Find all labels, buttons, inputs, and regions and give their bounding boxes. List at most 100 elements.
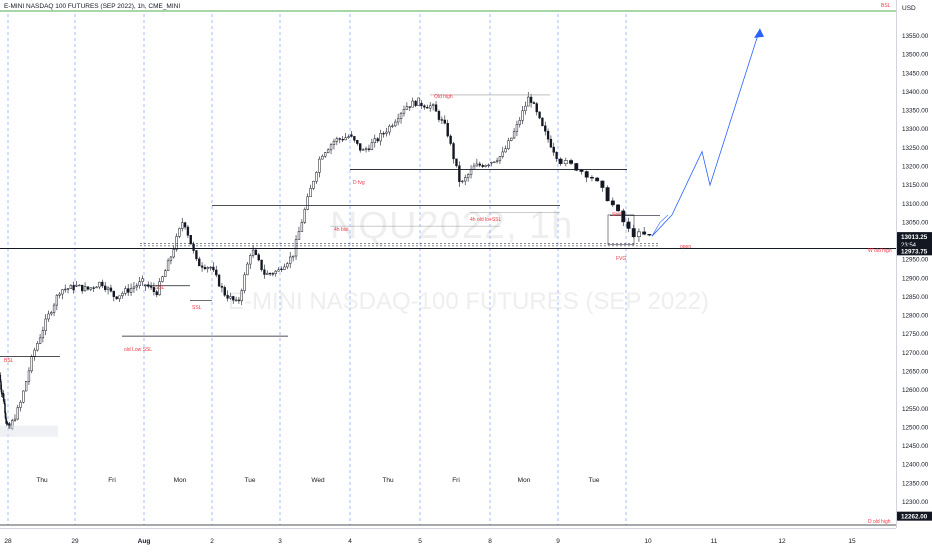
candle-down <box>263 269 266 275</box>
candle-up <box>27 370 31 382</box>
candle-down <box>616 204 621 212</box>
price-tick-label: 12750.00 <box>902 331 929 338</box>
candle-up <box>396 118 400 123</box>
candle-up <box>512 131 516 139</box>
candle-up <box>172 249 175 258</box>
candle-down <box>589 177 594 179</box>
candle-down <box>579 169 584 172</box>
candle-down <box>546 130 550 140</box>
price-axis[interactable]: 12300.00 12350.00 12400.00 12450.00 12500.00… <box>896 0 932 528</box>
candle-up <box>321 155 324 160</box>
price-tick-label: 12400.00 <box>902 462 929 469</box>
candle-down <box>217 274 221 287</box>
weekday-label: Wed <box>311 477 325 484</box>
annotation-old-low-ssl: old Low SSL <box>124 347 152 353</box>
candle-down <box>200 265 204 268</box>
candle-up <box>61 289 64 295</box>
candle-up <box>118 295 121 300</box>
annotation-open: open <box>680 244 691 250</box>
time-axis[interactable]: 28 29 Aug 2 3 4 5 8 9 10 11 12 15 <box>0 528 896 550</box>
candle-up <box>297 231 301 240</box>
annotation-ssl-1: SSL <box>155 285 165 291</box>
candle-down <box>341 138 344 141</box>
candle-up <box>19 401 22 408</box>
candle-down <box>353 136 356 141</box>
candle-up <box>636 231 641 237</box>
candle-down <box>149 286 153 288</box>
price-tick-label: 13050.00 <box>902 219 929 226</box>
candle-down <box>257 254 260 261</box>
candle-up <box>286 263 289 268</box>
candle-down <box>584 171 589 178</box>
weekday-label: Mon <box>174 477 187 484</box>
candle-down <box>112 290 115 297</box>
date-tick-label: 2 <box>210 538 214 545</box>
candle-down <box>376 138 379 142</box>
candle-down <box>237 299 241 302</box>
candle-up <box>209 266 212 269</box>
candle-up <box>13 418 17 421</box>
candle-up <box>469 169 473 175</box>
annotation-old-high: Old high <box>434 94 453 100</box>
candle-up <box>178 228 181 237</box>
candle-down <box>4 412 7 420</box>
candle-down <box>2 393 5 402</box>
price-tick-label: 13250.00 <box>902 145 929 152</box>
candle-up <box>16 407 19 420</box>
candle-up <box>129 288 133 293</box>
candle-up <box>370 142 374 150</box>
candlestick-chart[interactable]: Thu Fri Mon Tue Wed Thu Fri Mon Tue BSL Old high D … <box>0 0 896 528</box>
candle-down <box>437 111 441 120</box>
candle-down <box>481 165 484 167</box>
date-tick-label: 29 <box>71 538 79 545</box>
candle-up <box>335 138 339 142</box>
candle-up <box>332 141 336 145</box>
chart-area[interactable]: Thu Fri Mon Tue Wed Thu Fri Mon Tue BSL Old high D … <box>0 0 896 528</box>
candle-down <box>558 158 563 164</box>
date-tick-label: Aug <box>138 538 151 545</box>
candle-up <box>347 136 350 138</box>
annotation-4h-bisi: 4h bisi <box>334 227 348 233</box>
price-tick-label: 13550.00 <box>902 33 929 40</box>
candle-down <box>574 163 579 171</box>
weekday-label: Tue <box>589 477 600 484</box>
candle-down <box>529 96 533 103</box>
candle-down <box>535 103 538 113</box>
candle-up <box>246 263 249 276</box>
annotation-shift: Shift <box>612 212 623 218</box>
candle-down <box>226 294 229 299</box>
candle-down <box>610 200 615 206</box>
candle-down <box>414 100 417 106</box>
weekday-label: Thu <box>36 477 48 484</box>
candle-down <box>268 272 272 275</box>
price-label-value: 12262.00 <box>901 514 928 521</box>
date-tick-label: 8 <box>488 538 492 545</box>
date-tick-label: 12 <box>778 538 786 545</box>
candle-up <box>47 313 50 320</box>
candle-up <box>36 343 39 351</box>
candle-up <box>206 267 209 269</box>
candle-up <box>22 390 25 403</box>
candle-down <box>420 102 423 106</box>
candle-up <box>391 125 394 127</box>
candle-down <box>538 111 541 119</box>
candle-up <box>124 288 127 294</box>
candle-up <box>361 149 365 151</box>
candle-up <box>274 270 277 274</box>
candle-up <box>89 287 92 290</box>
candle-down <box>0 381 2 390</box>
candle-up <box>106 287 110 290</box>
candle-down <box>254 249 258 256</box>
candle-up <box>563 160 568 164</box>
annotation-d-old-high: D old high <box>868 519 891 525</box>
candle-up <box>429 105 432 109</box>
candle-down <box>458 165 461 182</box>
candle-down <box>109 287 113 292</box>
candle-up <box>234 299 238 301</box>
candle-down <box>455 158 458 167</box>
price-tick-label: 12650.00 <box>902 369 929 376</box>
candle-up <box>229 296 232 299</box>
candle-up <box>504 148 507 153</box>
candle-down <box>600 180 605 188</box>
date-tick-label: 10 <box>644 538 652 545</box>
